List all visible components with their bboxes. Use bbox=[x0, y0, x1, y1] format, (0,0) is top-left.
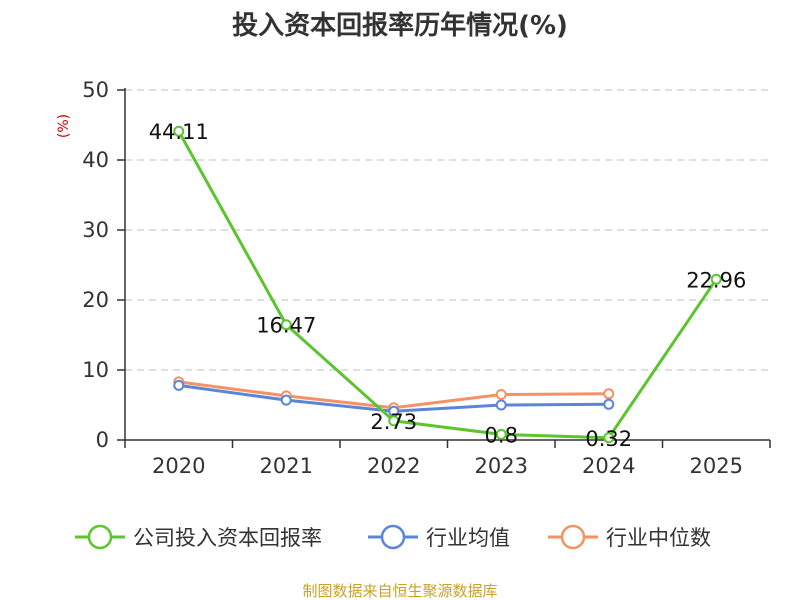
series-0-point-2023 bbox=[495, 428, 507, 440]
data-label-2025: 22.96 bbox=[686, 268, 746, 292]
legend-label-0: 公司投入资本回报率 bbox=[133, 526, 322, 550]
legend-label-2: 行业中位数 bbox=[606, 526, 711, 550]
series-0-point-2022 bbox=[388, 415, 400, 427]
series-1-point-2024 bbox=[603, 398, 615, 410]
legend-label-1: 行业均值 bbox=[426, 526, 510, 550]
chart-title: 投入资本回报率历年情况(%) bbox=[232, 10, 568, 41]
data-label-2022: 2.73 bbox=[370, 410, 417, 434]
series-1-point-2020 bbox=[173, 379, 185, 391]
series-group bbox=[173, 125, 722, 444]
data-labels: 44.11 16.47 2.73 0.8 0.32 22.96 bbox=[149, 120, 747, 451]
y-tick-label-30: 30 bbox=[82, 218, 109, 242]
y-axis-label: (%) bbox=[56, 114, 72, 138]
data-label-2024: 0.32 bbox=[585, 427, 632, 451]
grid-lines bbox=[125, 89, 770, 371]
series-1-point-2023 bbox=[495, 399, 507, 411]
y-tick-label-0: 0 bbox=[96, 428, 109, 452]
y-tick-label-40: 40 bbox=[82, 148, 109, 172]
y-tick-label-50: 50 bbox=[82, 78, 109, 102]
y-tick-labels: 0 10 20 30 40 50 bbox=[82, 78, 109, 452]
series-1-point-2021 bbox=[280, 394, 292, 406]
legend-marker-1 bbox=[380, 524, 406, 550]
x-tick-label-2023: 2023 bbox=[475, 454, 528, 478]
series-line-0 bbox=[177, 130, 718, 440]
series-2-point-2023 bbox=[495, 389, 507, 400]
x-tick-label-2025: 2025 bbox=[690, 454, 743, 478]
x-tick-label-2024: 2024 bbox=[582, 454, 635, 478]
x-tick-labels: 2020 2021 2022 2023 2024 2025 bbox=[152, 454, 743, 478]
legend: 公司投入资本回报率 行业均值 行业中位数 bbox=[75, 524, 711, 550]
series-0-point-2021 bbox=[280, 319, 292, 331]
y-tick-label-20: 20 bbox=[82, 288, 109, 312]
y-tick-label-10: 10 bbox=[82, 358, 109, 382]
legend-marker-0 bbox=[87, 524, 113, 550]
x-tick-label-2020: 2020 bbox=[152, 454, 205, 478]
axes bbox=[117, 88, 771, 448]
series-0-point-2024 bbox=[603, 432, 615, 444]
series-2-point-2024 bbox=[603, 388, 615, 400]
legend-marker-2 bbox=[560, 524, 586, 550]
x-tick-label-2022: 2022 bbox=[367, 454, 420, 478]
data-label-2020: 44.11 bbox=[149, 120, 209, 144]
series-0-point-2025 bbox=[710, 273, 722, 285]
source-note: 制图数据来自恒生聚源数据库 bbox=[302, 582, 497, 600]
series-0-point-2020 bbox=[173, 125, 185, 137]
data-label-2021: 16.47 bbox=[256, 314, 316, 338]
data-label-2023: 0.8 bbox=[485, 423, 518, 447]
x-tick-label-2021: 2021 bbox=[260, 454, 313, 478]
